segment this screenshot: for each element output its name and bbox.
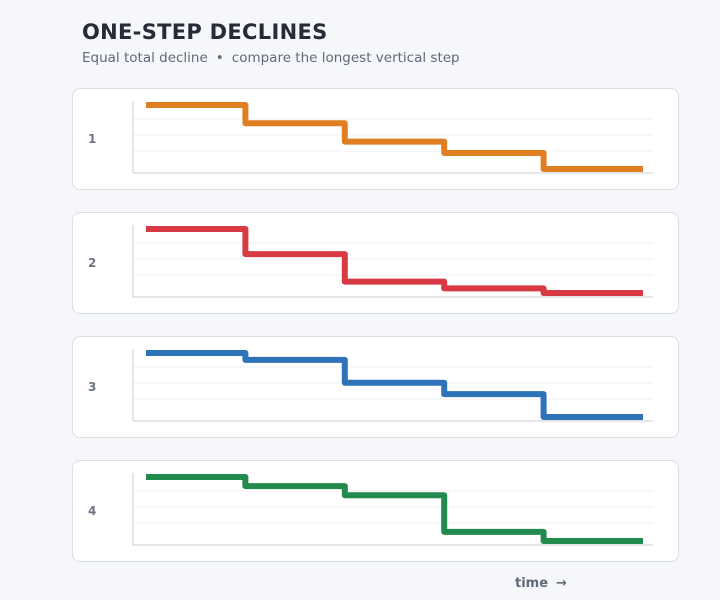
chart-panel-3: 3 <box>72 336 679 438</box>
subtitle-right: compare the longest vertical step <box>231 50 460 66</box>
chart-subtitle: Equal total decline • compare the longest … <box>82 50 460 66</box>
panel-index-label: 1 <box>88 132 97 146</box>
subtitle-left: Equal total decline <box>82 50 208 66</box>
chart-panel-4: 4 <box>72 460 679 562</box>
panel-index-label: 4 <box>88 504 97 518</box>
x-axis-label: time → <box>515 576 567 591</box>
chart-title: ONE-STEP DECLINES <box>82 20 328 44</box>
panel-index-label: 3 <box>88 380 97 394</box>
x-axis-label-text: time <box>515 576 549 591</box>
step-chart-svg <box>132 349 653 422</box>
chart-panel-2: 2 <box>72 212 679 314</box>
panel-index-label: 2 <box>88 256 97 270</box>
step-series-line <box>146 226 643 296</box>
chart-panel-1: 1 <box>72 88 679 190</box>
step-chart-svg <box>132 473 653 546</box>
right-arrow-icon: → <box>556 576 567 591</box>
step-series-line <box>146 102 643 172</box>
subtitle-separator: • <box>215 50 224 66</box>
step-series-line <box>146 474 643 544</box>
step-chart-svg <box>132 225 653 298</box>
step-chart-svg <box>132 101 653 174</box>
step-series-line <box>146 350 643 420</box>
